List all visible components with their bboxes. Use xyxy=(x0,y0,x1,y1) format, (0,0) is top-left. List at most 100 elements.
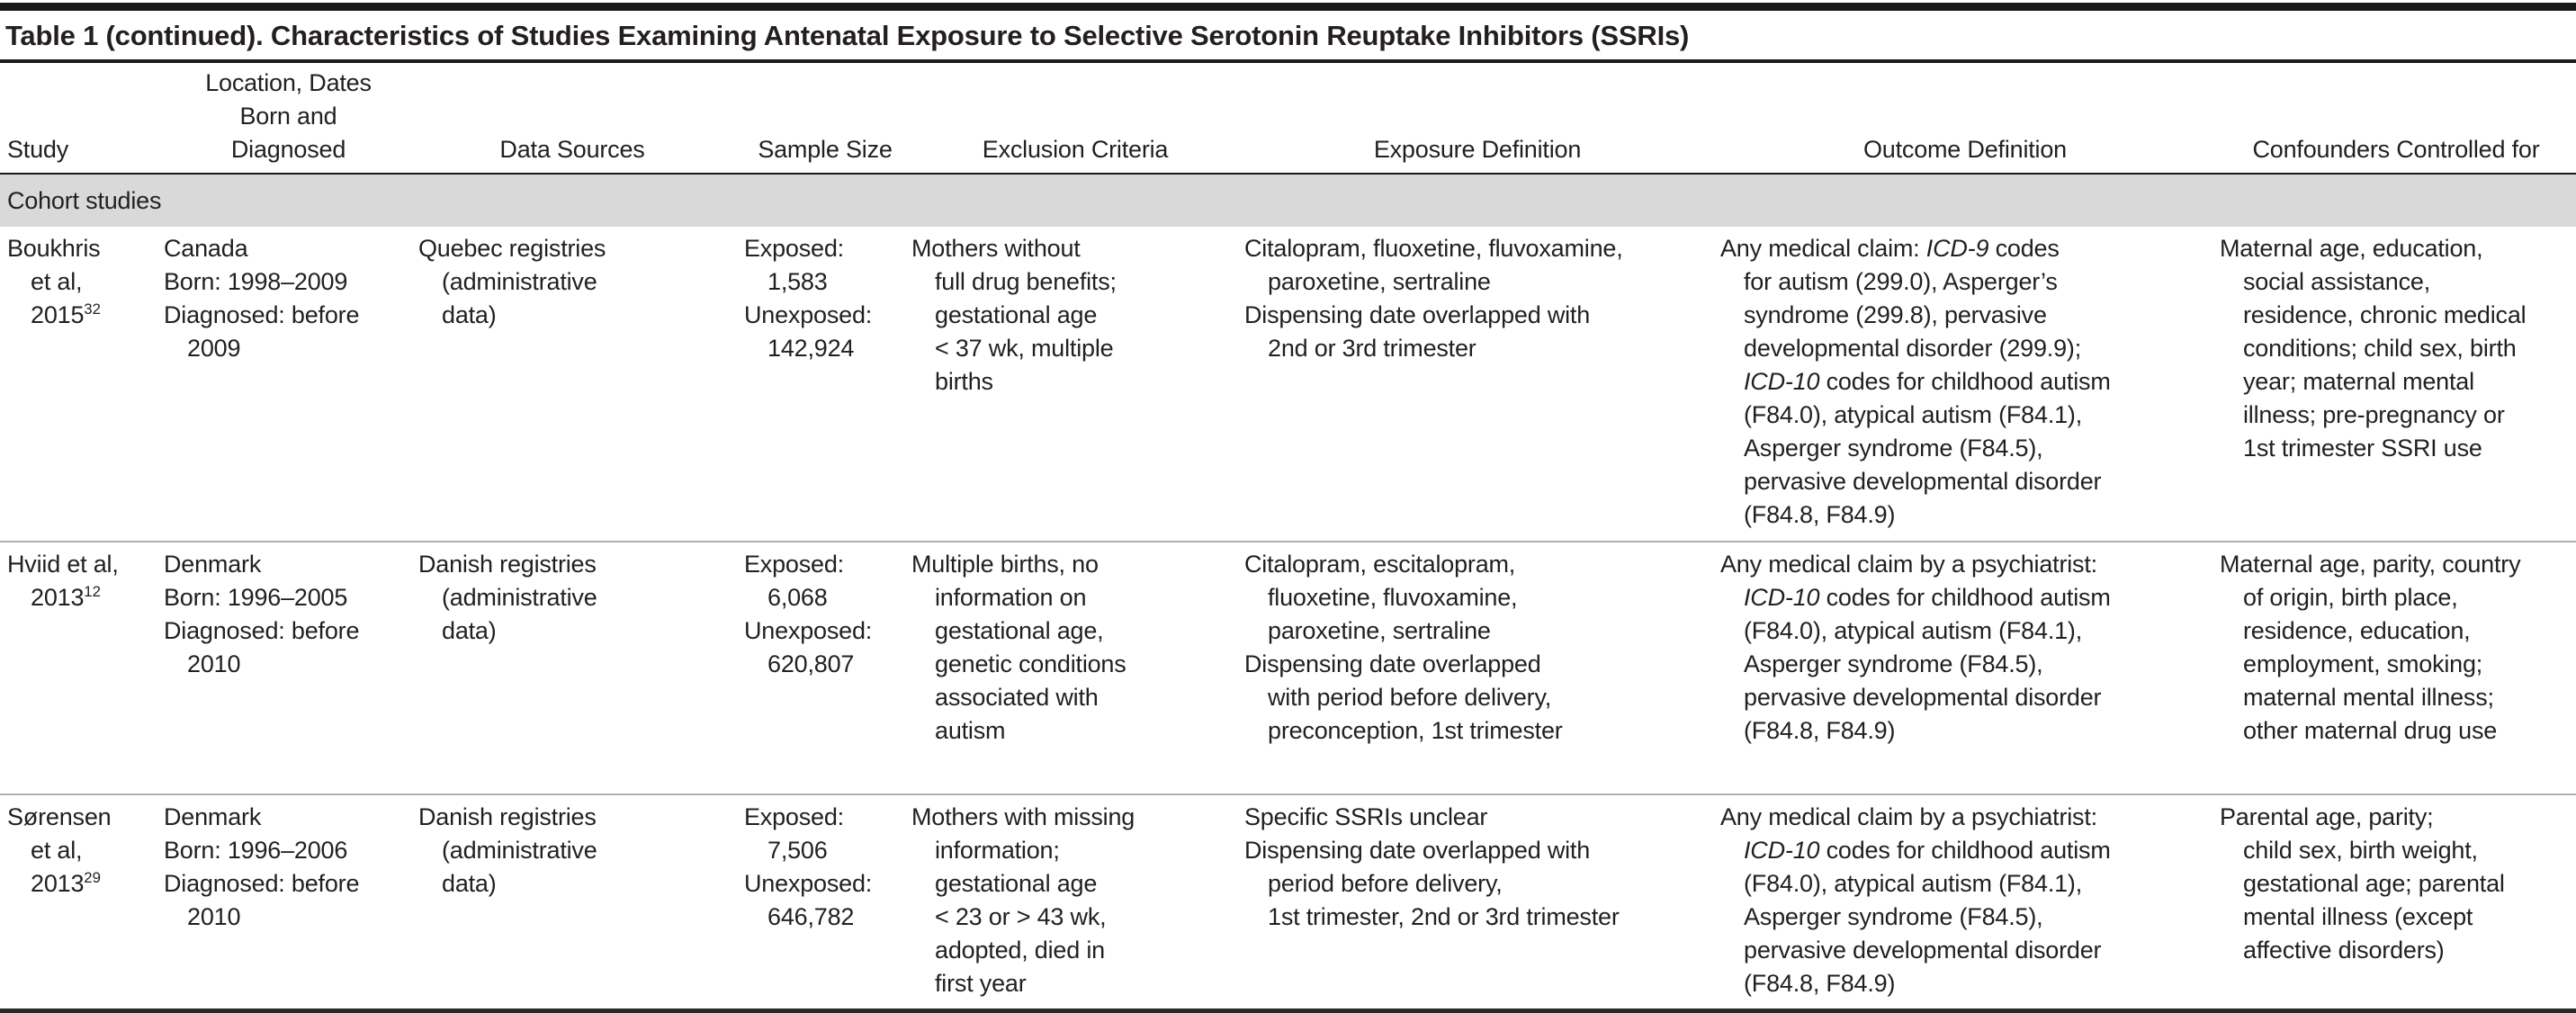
bottom-rule xyxy=(0,1009,2576,1013)
text-line: child sex, birth weight, xyxy=(2243,837,2478,864)
cell-confounders: Maternal age, education, social assistanc… xyxy=(2213,227,2576,542)
text-line: fluoxetine, fluvoxamine, xyxy=(1268,584,1518,611)
column-header-confounders: Confounders Controlled for xyxy=(2213,63,2576,175)
text-line: (F84.8, F84.9) xyxy=(1744,501,1896,528)
text-line: (F84.8, F84.9) xyxy=(1744,970,1896,997)
text-line: data) xyxy=(442,617,497,644)
text-line: Unexposed: xyxy=(744,617,873,644)
header-line: Sample Size xyxy=(758,136,893,163)
text-line: Exposed: xyxy=(744,235,844,262)
text-line: 142,924 xyxy=(767,335,855,362)
text-line: 2009 xyxy=(187,335,241,362)
top-rule xyxy=(0,3,2576,11)
cell-outcome_definition: Any medical claim by a psychiatrist: ICD-… xyxy=(1714,541,2213,794)
text-line: Any medical claim: ICD-9 codes xyxy=(1720,235,2060,262)
text-line: (F84.0), atypical autism (F84.1), xyxy=(1744,401,2083,428)
text-line: Danish registries xyxy=(418,803,597,830)
text-line: Unexposed: xyxy=(744,301,873,328)
section-label: Cohort studies xyxy=(0,174,2576,227)
cell-data_sources: Danish registries (administrative data) xyxy=(417,541,730,794)
text-line: Any medical claim by a psychiatrist: xyxy=(1720,803,2097,830)
text-line: gestational age; parental xyxy=(2243,870,2505,897)
cell-study: Sørensen et al, 201329 xyxy=(0,793,160,1009)
text-line: 646,782 xyxy=(767,903,855,930)
text-line: Any medical claim by a psychiatrist: xyxy=(1720,551,2097,578)
table-row: Sørensen et al, 201329 Denmark Born: 1996–20… xyxy=(0,793,2576,1009)
text-line: Maternal age, parity, country xyxy=(2220,551,2521,578)
text-line: 201329 xyxy=(31,869,101,897)
text-line: Denmark xyxy=(164,803,262,830)
cell-exclusion_criteria: Mothers without full drug benefits; gestat… xyxy=(910,227,1243,542)
text-line: period before delivery, xyxy=(1268,870,1503,897)
text-line: Citalopram, fluoxetine, fluvoxamine, xyxy=(1244,235,1623,262)
text-line: gestational age, xyxy=(935,617,1104,644)
text-line: 2nd or 3rd trimester xyxy=(1268,335,1476,362)
cell-outcome_definition: Any medical claim by a psychiatrist: ICD-… xyxy=(1714,793,2213,1009)
table-title: Table 1 (continued). Characteristics of … xyxy=(5,20,1690,51)
text-line: 2010 xyxy=(187,650,241,677)
superscript-reference: 12 xyxy=(84,583,101,600)
text-line: maternal mental illness; xyxy=(2243,684,2494,711)
text-line: preconception, 1st trimester xyxy=(1268,717,1563,744)
table-header: Study Location, Dates Born and Diagnosed Dat… xyxy=(0,63,2576,175)
text-line: developmental disorder (299.9); xyxy=(1744,335,2082,362)
header-line: Diagnosed xyxy=(230,136,346,163)
text-line: other maternal drug use xyxy=(2243,717,2498,744)
text-line: Born: 1996–2006 xyxy=(164,837,348,864)
text-line: Maternal age, education, xyxy=(2220,235,2483,262)
text-line: 201312 xyxy=(31,583,101,611)
cell-outcome_definition: Any medical claim: ICD-9 codes for autism… xyxy=(1714,227,2213,542)
superscript-reference: 29 xyxy=(84,869,101,886)
text-line: data) xyxy=(442,301,497,328)
cell-study: Hviid et al, 201312 xyxy=(0,541,160,794)
text-line: employment, smoking; xyxy=(2243,650,2483,677)
text-line: (administrative xyxy=(442,837,597,864)
header-line: Confounders Controlled for xyxy=(2252,136,2540,163)
text-line: et al, xyxy=(31,837,83,864)
text-line: ICD-10 codes for childhood autism xyxy=(1744,368,2111,395)
text-line: ICD-10 codes for childhood autism xyxy=(1744,837,2111,864)
text-line: residence, education, xyxy=(2243,617,2471,644)
text-line: (administrative xyxy=(442,268,597,295)
text-line: residence, chronic medical xyxy=(2243,301,2527,328)
text-line: Multiple births, no xyxy=(911,551,1099,578)
cell-exposure_definition: Citalopram, fluoxetine, fluvoxamine, paro… xyxy=(1243,227,1714,542)
text-line: < 23 or > 43 wk, xyxy=(935,903,1107,930)
text-line: associated with xyxy=(935,684,1099,711)
text-line: Sørensen xyxy=(7,803,112,830)
text-line: et al, xyxy=(31,268,83,295)
text-line: 1st trimester, 2nd or 3rd trimester xyxy=(1268,903,1620,930)
cell-location_dates: Denmark Born: 1996–2006 Diagnosed: before 2… xyxy=(160,793,417,1009)
text-line: adopted, died in xyxy=(935,937,1105,964)
text-line: Canada xyxy=(164,235,248,262)
text-line: Asperger syndrome (F84.5), xyxy=(1744,435,2043,462)
text-line: with period before delivery, xyxy=(1268,684,1552,711)
text-line: pervasive developmental disorder xyxy=(1744,937,2102,964)
text-line: gestational age xyxy=(935,301,1098,328)
header-line: Exclusion Criteria xyxy=(982,136,1169,163)
text-line: genetic conditions xyxy=(935,650,1126,677)
text-line: Exposed: xyxy=(744,551,844,578)
text-line: 2010 xyxy=(187,903,241,930)
text-line: paroxetine, sertraline xyxy=(1268,268,1491,295)
text-line: Diagnosed: before xyxy=(164,870,360,897)
text-line: Asperger syndrome (F84.5), xyxy=(1744,650,2043,677)
cell-sample_size: Exposed: 6,068 Unexposed: 620,807 xyxy=(730,541,910,794)
section-row: Cohort studies xyxy=(0,174,2576,227)
text-line: pervasive developmental disorder xyxy=(1744,684,2102,711)
text-line: Quebec registries xyxy=(418,235,606,262)
text-line: paroxetine, sertraline xyxy=(1268,617,1491,644)
italic-text: ICD-9 xyxy=(1925,235,1989,262)
text-line: Hviid et al, xyxy=(7,551,119,578)
text-line: conditions; child sex, birth xyxy=(2243,335,2517,362)
text-line: Exposed: xyxy=(744,803,844,830)
cell-confounders: Parental age, parity; child sex, birth we… xyxy=(2213,793,2576,1009)
text-line: (administrative xyxy=(442,584,597,611)
text-line: data) xyxy=(442,870,497,897)
text-line: affective disorders) xyxy=(2243,937,2445,964)
text-line: 201532 xyxy=(31,300,101,328)
italic-text: ICD-10 xyxy=(1744,584,1820,611)
cell-location_dates: Canada Born: 1998–2009 Diagnosed: before 20… xyxy=(160,227,417,542)
column-header-exposure_definition: Exposure Definition xyxy=(1243,63,1714,175)
